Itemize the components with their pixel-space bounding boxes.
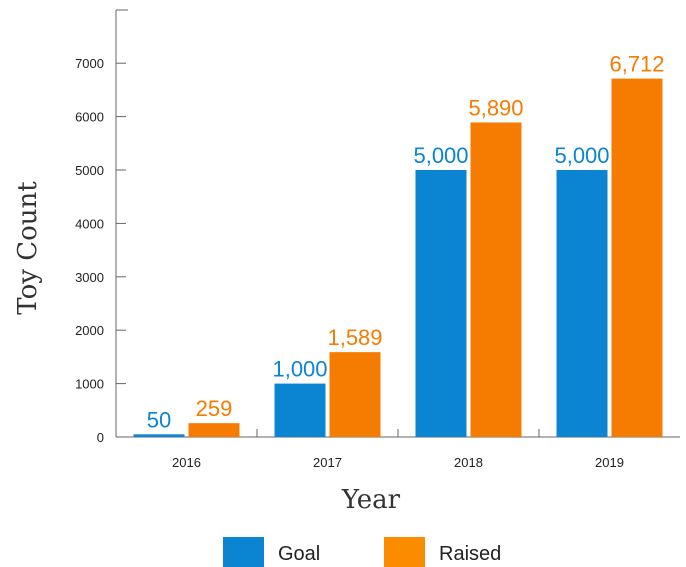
data-label-raised: 5,890	[468, 95, 523, 120]
y-axis-ticks: 0 1000 2000 3000 4000 5000 6000 7000	[75, 56, 126, 445]
x-tick-label: 2018	[454, 455, 483, 470]
y-tick-label: 2000	[75, 323, 104, 338]
legend-swatch-raised	[384, 537, 425, 567]
legend: Goal Raised	[223, 537, 501, 567]
legend-label-goal: Goal	[278, 543, 320, 565]
data-label-raised: 6,712	[609, 52, 664, 77]
bar-raised	[611, 78, 663, 438]
bar-goal	[415, 170, 467, 437]
y-tick-label: 1000	[75, 377, 104, 392]
y-tick-label: 5000	[75, 163, 104, 178]
y-tick-label: 4000	[75, 216, 104, 231]
y-tick-label: 3000	[75, 270, 104, 285]
bar-goal	[133, 434, 185, 437]
legend-swatch-goal	[223, 537, 264, 567]
bars-group	[133, 78, 663, 438]
data-label-goal: 50	[147, 407, 171, 432]
data-label-raised: 1,589	[327, 325, 382, 350]
y-tick-label: 6000	[75, 110, 104, 125]
legend-label-raised: Raised	[439, 543, 501, 565]
x-tick-label: 2016	[172, 455, 201, 470]
bar-raised	[470, 122, 522, 437]
y-tick-label: 0	[97, 430, 104, 445]
data-label-raised: 259	[196, 396, 233, 421]
bar-raised	[329, 352, 381, 437]
y-tick-label: 7000	[75, 56, 104, 71]
bar-goal	[556, 170, 608, 437]
x-tick-label: 2017	[313, 455, 342, 470]
y-axis-title: Toy Count	[13, 181, 43, 315]
bar-raised	[188, 423, 240, 437]
x-tick-label: 2019	[595, 455, 624, 470]
bar-goal	[274, 383, 326, 437]
data-label-goal: 5,000	[413, 143, 468, 168]
data-label-goal: 1,000	[272, 357, 327, 382]
data-label-goal: 5,000	[554, 143, 609, 168]
x-axis-title: Year	[341, 485, 401, 515]
x-axis-ticks: 2016 2017 2018 2019	[172, 429, 624, 470]
